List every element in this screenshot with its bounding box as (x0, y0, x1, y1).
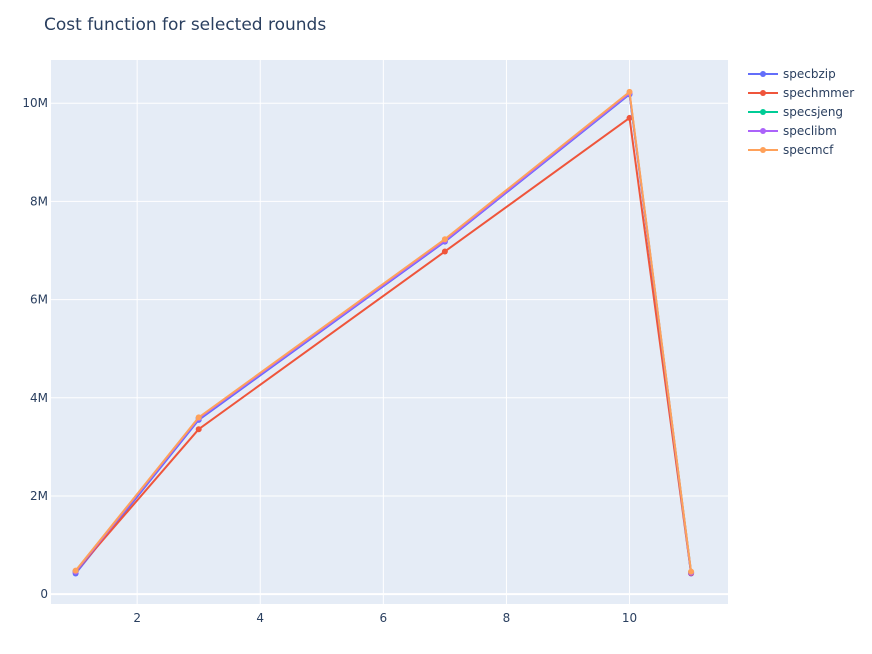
data-point-specmcf[interactable] (442, 236, 448, 242)
legend-marker (760, 109, 766, 115)
data-point-specmcf[interactable] (196, 414, 202, 420)
legend-label: spechmmer (783, 86, 854, 100)
x-tick-label: 10 (622, 611, 637, 625)
legend-item-spechmmer[interactable]: spechmmer (748, 86, 854, 100)
data-point-spechmmer[interactable] (442, 248, 448, 254)
x-tick-label: 6 (380, 611, 388, 625)
y-tick-label: 10M (22, 96, 48, 110)
plot-area (51, 60, 728, 604)
y-tick-label: 0 (40, 587, 48, 601)
x-tick-label: 2 (133, 611, 141, 625)
legend-marker (760, 147, 766, 153)
legend-label: speclibm (783, 124, 837, 138)
legend-item-specmcf[interactable]: specmcf (748, 143, 834, 157)
data-point-specmcf[interactable] (688, 569, 694, 575)
data-point-spechmmer[interactable] (196, 426, 202, 432)
x-axis: 2 4 6 8 10 (133, 611, 637, 625)
legend-item-speclibm[interactable]: speclibm (748, 124, 837, 138)
chart-title: Cost function for selected rounds (44, 15, 326, 35)
x-tick-label: 8 (503, 611, 511, 625)
legend-marker (760, 71, 766, 77)
legend-item-specsjeng[interactable]: specsjeng (748, 105, 843, 119)
data-point-specmcf[interactable] (73, 568, 79, 574)
y-tick-label: 6M (30, 293, 48, 307)
legend-item-specbzip[interactable]: specbzip (748, 67, 836, 81)
y-tick-label: 2M (30, 489, 48, 503)
legend-label: specbzip (783, 67, 836, 81)
legend-label: specsjeng (783, 105, 843, 119)
legend[interactable]: specbzip spechmmer specsjeng speclibm specmc… (748, 67, 854, 157)
x-tick-label: 4 (256, 611, 264, 625)
legend-label: specmcf (783, 143, 834, 157)
y-tick-label: 4M (30, 391, 48, 405)
y-tick-label: 8M (30, 194, 48, 208)
y-axis: 0 2M 4M 6M 8M 10M (22, 96, 48, 601)
legend-marker (760, 90, 766, 96)
legend-marker (760, 128, 766, 134)
data-point-specmcf[interactable] (627, 89, 633, 95)
